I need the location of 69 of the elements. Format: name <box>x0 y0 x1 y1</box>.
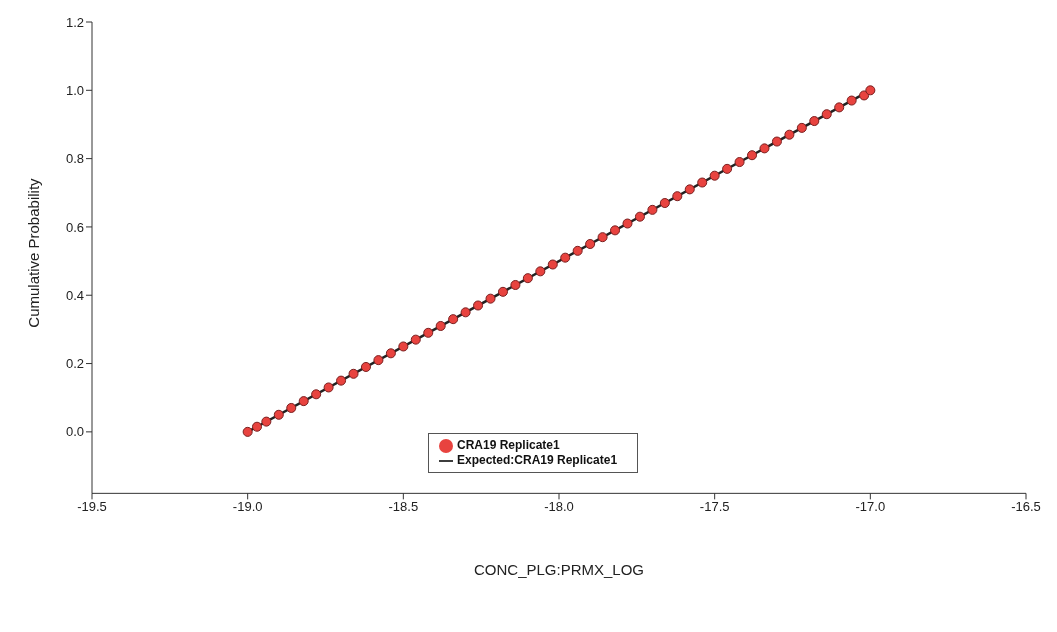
y-tick-label: 1.2 <box>65 14 84 30</box>
point <box>846 95 857 106</box>
point <box>585 239 596 250</box>
point <box>286 402 297 413</box>
y-tick-label: 0.0 <box>65 424 84 440</box>
point <box>497 286 508 297</box>
point <box>796 122 807 133</box>
point <box>261 416 272 427</box>
point <box>821 109 832 120</box>
y-tick-label: 0.6 <box>65 219 84 235</box>
point <box>311 389 322 400</box>
point <box>510 279 521 290</box>
point <box>610 225 621 236</box>
y-axis-title: Cumulative Probability <box>25 177 43 328</box>
y-tick-label: 0.4 <box>65 287 84 303</box>
point <box>373 355 384 366</box>
point <box>423 327 434 338</box>
point <box>865 85 876 96</box>
point <box>622 218 633 229</box>
point <box>697 177 708 188</box>
point <box>336 375 347 386</box>
x-tick-label: -17.0 <box>855 498 886 514</box>
point <box>572 245 583 256</box>
point <box>242 426 253 437</box>
x-tick-label: -19.5 <box>77 498 107 514</box>
point <box>251 421 263 432</box>
point <box>448 314 459 325</box>
point <box>410 334 421 345</box>
point <box>485 293 496 304</box>
point <box>360 361 371 372</box>
point <box>672 191 683 202</box>
x-tick-label: -18.0 <box>544 498 574 514</box>
y-tick-label: 1.0 <box>65 82 84 98</box>
point <box>560 252 571 263</box>
point <box>323 382 334 393</box>
point <box>460 307 471 318</box>
y-tick-label: 0.8 <box>65 151 84 167</box>
point <box>634 211 645 222</box>
point <box>647 204 658 215</box>
legend-label: Expected:CRA19 Replicate1 <box>457 453 618 468</box>
point <box>473 300 484 311</box>
point <box>597 232 608 243</box>
x-tick-label: -16.5 <box>1011 498 1041 514</box>
point <box>273 409 284 420</box>
point <box>435 320 446 331</box>
point <box>535 266 546 277</box>
point <box>348 368 359 379</box>
point <box>398 341 409 352</box>
point <box>709 170 720 181</box>
x-axis-title: CONC_PLG:PRMX_LOG <box>473 561 645 579</box>
point <box>809 116 820 127</box>
point <box>298 396 309 407</box>
legend-label: CRA19 Replicate1 <box>457 438 560 453</box>
point <box>784 129 795 140</box>
y-tick-label: 0.2 <box>65 356 84 372</box>
x-tick-label: -18.5 <box>388 498 419 514</box>
point <box>771 136 782 147</box>
point <box>659 198 670 209</box>
point <box>684 184 695 195</box>
point <box>834 102 845 113</box>
x-tick-label: -19.0 <box>232 498 263 514</box>
point <box>385 348 396 359</box>
point <box>734 157 745 168</box>
point <box>522 273 533 284</box>
point <box>722 163 733 174</box>
point <box>747 150 758 161</box>
x-tick-label: -17.5 <box>699 498 730 514</box>
point <box>547 259 558 270</box>
point <box>759 143 770 154</box>
